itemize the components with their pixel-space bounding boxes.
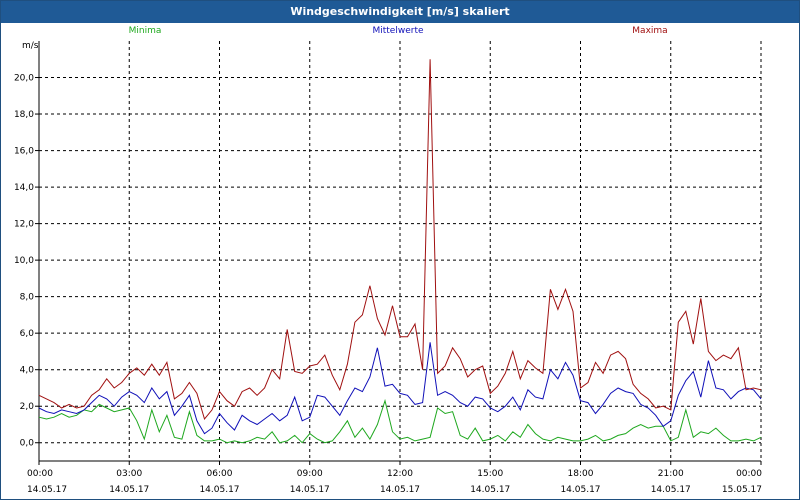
x-tick-time-label: 18:00 [568, 469, 594, 479]
y-tick-label: 8,0 [20, 293, 35, 303]
x-tick-date-label: 14.05.17 [380, 485, 420, 495]
y-tick-label: 18,0 [14, 110, 34, 120]
legend: Minima Mittelwerte Maxima [129, 26, 668, 36]
x-tick-time-label: 03:00 [116, 469, 142, 479]
x-tick-time-label: 09:00 [297, 469, 323, 479]
x-tick-time-label: 21:00 [658, 469, 684, 479]
x-tick-time-label: 06:00 [207, 469, 233, 479]
y-tick-label: 10,0 [14, 256, 34, 266]
y-tick-label: 16,0 [14, 147, 34, 157]
x-tick-time-label: 15:00 [477, 469, 503, 479]
window-title: Windgeschwindigkeit [m/s] skaliert [1, 1, 799, 23]
x-tick-date-label: 14.05.17 [109, 485, 149, 495]
x-tick-time-label: 00:00 [27, 469, 53, 479]
legend-maxima: Maxima [632, 26, 667, 36]
y-tick-label: 14,0 [14, 183, 34, 193]
x-tick-time-label: 00:00 [736, 469, 762, 479]
y-tick-label: 4,0 [20, 366, 35, 376]
y-tick-label: 6,0 [20, 329, 35, 339]
y-tick-label: 20,0 [14, 74, 34, 84]
series-line-mittelwerte [38, 342, 762, 435]
y-tick-label: 2,0 [20, 402, 35, 412]
x-tick-date-label: 14.05.17 [199, 485, 239, 495]
y-tick-label: 12,0 [14, 220, 34, 230]
y-axis-unit-label: m/s [22, 41, 39, 51]
series-line-maxima [38, 59, 762, 421]
series-line-minima [38, 398, 762, 444]
x-tick-date-label: 15.05.17 [722, 485, 762, 495]
legend-mittelwerte: Mittelwerte [372, 26, 423, 36]
x-tick-date-label: 14.05.17 [27, 485, 67, 495]
series-lines [38, 59, 762, 444]
y-ticks: 0,0 2,0 4,0 6,0 8,0 10,0 12,0 14,0 16,0 18,0 20,0 [14, 74, 39, 449]
x-tick-date-label: 14.05.17 [560, 485, 600, 495]
x-tick-date-label: 14.05.17 [470, 485, 510, 495]
x-tick-date-label: 14.05.17 [651, 485, 691, 495]
x-tick-time-label: 12:00 [387, 469, 413, 479]
x-tick-date-label: 14.05.17 [290, 485, 330, 495]
x-ticks: 00:00 14.05.17 03:00 14.05.17 06:00 14.05.17 0… [27, 461, 762, 495]
legend-minima: Minima [129, 26, 162, 36]
y-tick-label: 0,0 [20, 439, 35, 449]
